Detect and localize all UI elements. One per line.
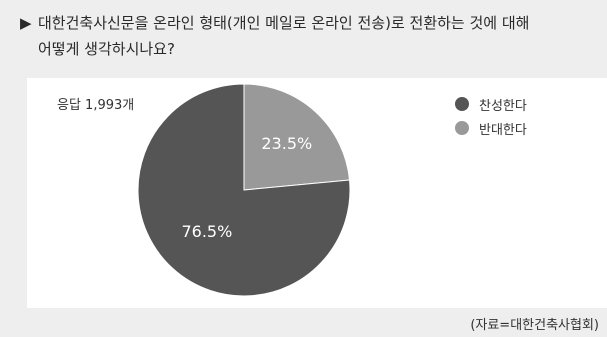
respondent-count: 응답 1,993개	[57, 98, 135, 113]
question-line-2-text: 어떻게 생각하시나요?	[38, 40, 175, 58]
source-note: (자료=대한건축사협회)	[470, 318, 599, 333]
question-line-1-text: 대한건축사신문을 온라인 형태(개인 메일로 온라인 전송)로 전환하는 것에 …	[38, 14, 530, 32]
question-line-1: ▶ 대한건축사신문을 온라인 형태(개인 메일로 온라인 전송)로 전환하는 것에…	[20, 10, 607, 36]
pie-slices	[137, 83, 351, 297]
bullet-arrow-icon: ▶	[20, 14, 32, 32]
slice-label-agree: 76.5%	[181, 222, 232, 241]
slice-label-disagree: 23.5%	[261, 134, 312, 153]
legend-item-agree: 찬성한다	[455, 92, 527, 116]
pie-slice-disagree	[243, 83, 351, 191]
chart-legend: 찬성한다 반대한다	[455, 92, 527, 140]
legend-label-agree: 찬성한다	[479, 98, 527, 114]
pie-labels: 23.5% 76.5%	[181, 134, 312, 241]
chart-panel: 응답 1,993개 23.5% 76.5% 찬성한다 반대한다	[27, 78, 607, 308]
legend-swatch-agree	[455, 97, 469, 111]
question-line-2: 어떻게 생각하시나요?	[20, 36, 607, 62]
pie-chart: 23.5% 76.5%	[137, 83, 351, 297]
legend-item-disagree: 반대한다	[455, 116, 527, 140]
legend-label-disagree: 반대한다	[479, 122, 527, 138]
pie-slice-agree	[137, 83, 351, 297]
legend-swatch-disagree	[455, 121, 469, 135]
question-text: ▶ 대한건축사신문을 온라인 형태(개인 메일로 온라인 전송)로 전환하는 것에…	[20, 10, 607, 70]
